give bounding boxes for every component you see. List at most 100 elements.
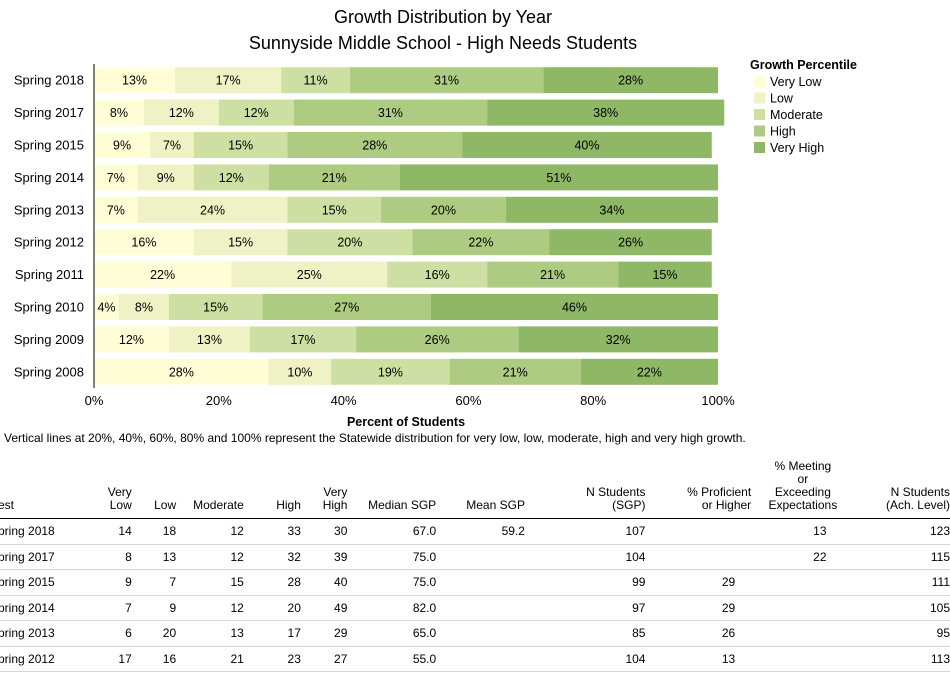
cell-moderate: 12 (178, 544, 246, 570)
cell-n-ach: 111 (852, 569, 950, 596)
segment-label: 12% (219, 171, 244, 185)
cell-moderate: 12 (178, 595, 246, 621)
bar-segment (412, 229, 550, 256)
cell-test: Spring 2013 (0, 620, 90, 647)
col-header-low: Low (133, 460, 179, 519)
segment-label: 8% (110, 106, 128, 120)
cell-moderate: 12 (178, 518, 246, 545)
segment-label: 16% (131, 236, 156, 250)
cell-meeting: 13 (753, 518, 853, 545)
cell-moderate: 13 (178, 620, 246, 647)
segment-label: 13% (122, 74, 147, 88)
cell-test: Spring 2014 (0, 595, 90, 621)
cell-proficient: 29 (647, 595, 754, 621)
bar-segment (580, 358, 718, 385)
bar-segment (94, 196, 138, 223)
segment-label: 15% (228, 236, 253, 250)
category-label: Spring 2008 (14, 364, 84, 379)
x-tick-label: 0% (85, 393, 104, 408)
segment-label: 21% (540, 268, 565, 282)
bar-segment (137, 164, 194, 191)
segment-label: 28% (169, 365, 194, 379)
cell-n-ach: 105 (852, 595, 950, 621)
cell-very-high: 40 (302, 569, 350, 596)
segment-label: 32% (606, 333, 631, 347)
bar-segment (387, 261, 488, 288)
bar-segment (94, 99, 144, 126)
segment-label: 15% (652, 268, 677, 282)
bar-segment (518, 326, 718, 353)
bar-segment (618, 261, 712, 288)
cell-mean-sgp (438, 646, 527, 672)
category-label: Spring 2011 (15, 267, 84, 282)
category-label: Spring 2010 (14, 300, 84, 315)
segment-label: 8% (135, 301, 153, 315)
legend-label: Very Low (770, 75, 822, 89)
bar-segment (150, 132, 194, 158)
legend-swatch (754, 92, 765, 104)
category-label: Spring 2017 (14, 105, 84, 120)
cell-median-sgp: 82.0 (349, 595, 439, 621)
cell-mean-sgp (438, 544, 527, 570)
segment-label: 16% (425, 268, 450, 282)
segment-label: 22% (468, 236, 493, 250)
segment-label: 25% (297, 268, 322, 282)
segment-label: 46% (562, 301, 587, 315)
legend-swatch (754, 125, 765, 137)
bar-segment (168, 326, 250, 353)
cell-proficient (647, 518, 754, 545)
bar-segment (94, 229, 194, 256)
segment-label: 7% (163, 139, 181, 153)
bar-segment (193, 132, 288, 158)
cell-very-low: 9 (89, 569, 134, 596)
cell-high: 32 (245, 544, 303, 570)
segment-label: 38% (593, 106, 618, 120)
bar-segment (268, 358, 332, 385)
cell-low: 9 (133, 595, 179, 621)
col-header-high: High (245, 460, 303, 519)
segment-label: 4% (97, 301, 115, 315)
bar-segment (381, 196, 506, 223)
cell-median-sgp: 75.0 (349, 544, 439, 570)
bar-segment (168, 294, 263, 320)
bar-segment (549, 229, 712, 256)
x-tick-label: 60% (455, 393, 481, 408)
segment-label: 17% (291, 333, 316, 347)
segment-label: 21% (322, 171, 347, 185)
segment-label: 31% (434, 74, 459, 88)
bar-segment (281, 67, 350, 94)
cell-proficient: 26 (647, 620, 754, 647)
segment-label: 7% (107, 203, 125, 217)
bar-segment (356, 326, 519, 353)
cell-n-sgp: 104 (526, 544, 648, 570)
bar-segment (94, 294, 119, 320)
bar-segment (94, 326, 169, 353)
bar-segment (287, 196, 382, 223)
cell-n-sgp: 85 (526, 620, 648, 647)
cell-n-sgp: 97 (526, 595, 648, 621)
cell-mean-sgp (438, 620, 527, 647)
cell-moderate: 15 (178, 569, 246, 596)
segment-label: 13% (197, 333, 222, 347)
col-header-very-low: Very Low (89, 460, 134, 519)
segment-label: 31% (378, 106, 403, 120)
cell-very-high: 27 (302, 646, 350, 672)
bar-segment (543, 67, 718, 94)
cell-test: Spring 2012 (0, 646, 90, 672)
col-header-n-students-sgp: N Students (SGP) (526, 460, 648, 519)
cell-test: Spring 2015 (0, 569, 90, 596)
segment-label: 40% (574, 139, 599, 153)
cell-n-sgp: 99 (526, 569, 648, 596)
cell-high: 20 (245, 595, 303, 621)
segment-label: 28% (618, 74, 643, 88)
cell-low: 20 (133, 620, 179, 647)
bar-segment (505, 196, 718, 223)
cell-median-sgp: 55.0 (349, 646, 439, 672)
legend-label: Low (770, 92, 794, 106)
segment-label: 9% (157, 171, 175, 185)
